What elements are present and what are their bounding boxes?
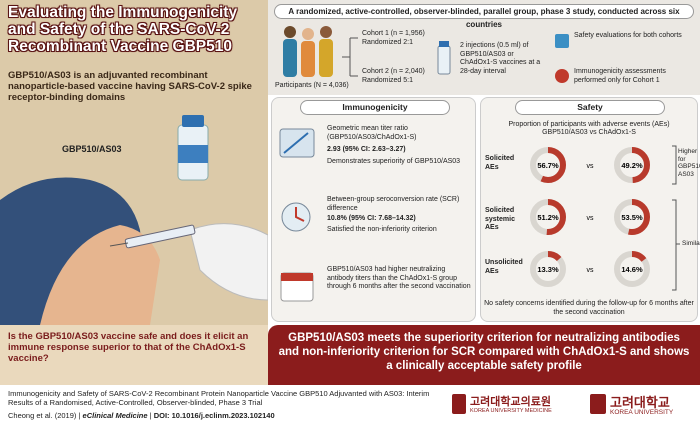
donut-label: 56.7% bbox=[537, 161, 559, 170]
vaccine-label: GBP510/AS03 bbox=[62, 144, 122, 154]
donut-label: 13.3% bbox=[537, 265, 559, 274]
donut-label: 49.2% bbox=[621, 161, 643, 170]
participants-icon bbox=[283, 26, 333, 77]
citation-line: Cheong et al. (2019) | eClinical Medicin… bbox=[8, 411, 275, 420]
outcome-icons bbox=[555, 34, 569, 83]
immunogenicity-title: Immunogenicity bbox=[300, 100, 450, 115]
cohort2-ratio: Randomized 5:1 bbox=[362, 77, 413, 84]
citation-separator: | bbox=[149, 411, 152, 420]
donut-arc bbox=[614, 199, 650, 235]
logo-mark bbox=[590, 394, 606, 414]
bracket-line bbox=[342, 37, 358, 77]
donut-label: 53.5% bbox=[621, 213, 643, 222]
item-result: 10.8% (95% CI: 7.68–14.32) bbox=[327, 215, 416, 222]
study-design: A randomized, active-controlled, observe… bbox=[274, 4, 694, 29]
vs-label: vs bbox=[587, 215, 595, 222]
safety-subcaption: GBP510/AS03 vs ChAdOx1-S bbox=[542, 129, 636, 136]
vs-label: vs bbox=[587, 163, 595, 170]
donut-arc bbox=[530, 251, 566, 287]
item-text: Between-group seroconversion rate (SCR) … bbox=[327, 196, 460, 212]
citation-title: Immunogenicity and Safety of SARS-CoV-2 … bbox=[8, 389, 430, 407]
immunogenicity-icons bbox=[279, 128, 315, 302]
citation-separator: | bbox=[78, 411, 81, 420]
logo-korean: 고려대학교의료원 bbox=[470, 396, 551, 408]
outcome: Immunogenicity assessments performed onl… bbox=[574, 68, 666, 84]
safety-note: Similar bbox=[682, 240, 700, 247]
note-bracket bbox=[672, 145, 677, 185]
logo-english: KOREA UNIVERSITY MEDICINE bbox=[470, 408, 552, 414]
note-bracket bbox=[672, 199, 680, 291]
glove bbox=[189, 223, 268, 301]
left-illustration bbox=[0, 0, 268, 325]
injections: 2 injections (0.5 ml) of GBP510/AS03 or … bbox=[460, 42, 541, 75]
vial-label bbox=[178, 145, 208, 163]
donut-label: 51.2% bbox=[537, 213, 559, 222]
logo-english: KOREA UNIVERSITY bbox=[610, 409, 674, 416]
row-label: Solicited systemic AEs bbox=[485, 207, 515, 231]
donut-arc bbox=[530, 147, 566, 183]
needle bbox=[109, 242, 129, 247]
donut-label: 14.6% bbox=[621, 265, 643, 274]
row-label: Unsolicited AEs bbox=[485, 259, 523, 275]
logo-korean: 고려대학교 bbox=[610, 395, 670, 410]
safety-caption: Proportion of participants with adverse … bbox=[508, 121, 670, 128]
vs-label: vs bbox=[587, 267, 595, 274]
citation-doi: DOI: 10.1016/j.eclinm.2023.102140 bbox=[153, 411, 275, 420]
safety-title: Safety bbox=[515, 100, 665, 115]
item-text: Geometric mean titer ratio (GBP510/AS03/… bbox=[327, 125, 417, 141]
cohort-bracket bbox=[342, 37, 358, 77]
donut-arc bbox=[530, 199, 566, 235]
safety-note: Higher for GBP510/ AS03 bbox=[678, 148, 700, 178]
outcome: Safety evaluations for both cohorts bbox=[574, 32, 682, 39]
title: Evaluating the Immunogenicity and Safety… bbox=[8, 4, 238, 55]
subtitle: GBP510/AS03 is an adjuvanted recombinant… bbox=[8, 70, 252, 103]
cohort1-name: Cohort 1 (n = 1,956) bbox=[362, 30, 425, 37]
donut-arc bbox=[614, 251, 650, 287]
safety-footer: No safety concerns identified during the… bbox=[484, 300, 694, 316]
item-text: GBP510/AS03 had higher neutralizing anti… bbox=[327, 266, 471, 290]
cohort2-name: Cohort 2 (n = 2,040) bbox=[362, 68, 425, 75]
cohort1-ratio: Randomized 2:1 bbox=[362, 39, 413, 46]
logo-mark bbox=[452, 394, 466, 414]
conclusion: GBP510/AS03 meets the superiority criter… bbox=[268, 325, 700, 385]
safety-panel bbox=[480, 97, 698, 322]
item-result: 2.93 (95% CI: 2.63–3.27) bbox=[327, 146, 406, 153]
safety-chart: 56.7% vs 49.2% 51.2% vs 53.5% 13.3% vs 14.6% bbox=[530, 145, 680, 291]
vials-icon bbox=[437, 41, 451, 75]
item-note: Demonstrates superiority of GBP510/AS03 bbox=[327, 158, 461, 165]
vial-cap bbox=[182, 115, 204, 127]
arm bbox=[40, 225, 160, 325]
question: Is the GBP510/AS03 vaccine safe and does… bbox=[0, 325, 268, 385]
row-label: Solicited AEs bbox=[485, 155, 515, 171]
donut-arc bbox=[614, 147, 650, 183]
citation-journal: eClinical Medicine bbox=[82, 411, 148, 420]
item-note: Satisfied the non-inferiority criterion bbox=[327, 226, 437, 233]
citation-authors: Cheong et al. (2019) bbox=[8, 411, 77, 420]
participants: Participants (N = 4,036) bbox=[275, 82, 349, 89]
